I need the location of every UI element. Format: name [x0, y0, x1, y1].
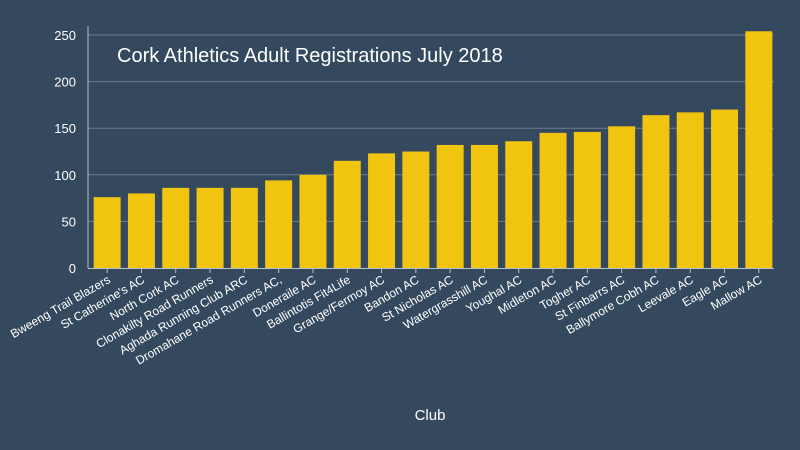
bar: [93, 197, 121, 268]
x-axis-title: Club: [415, 407, 446, 424]
bar: [505, 141, 533, 268]
bar: [127, 193, 155, 268]
bar: [402, 151, 430, 268]
y-tick-label: 250: [54, 28, 76, 43]
bar: [745, 31, 773, 268]
bars: [93, 31, 773, 268]
y-tick-label: 150: [54, 121, 76, 136]
bar: [265, 180, 293, 268]
bar: [162, 187, 190, 268]
bar: [573, 131, 601, 268]
bar: [299, 174, 327, 268]
axes: [87, 26, 774, 273]
bar: [711, 109, 739, 268]
bar: [470, 144, 498, 268]
bar: [642, 115, 670, 268]
bar: [368, 153, 396, 268]
bar: [436, 144, 464, 268]
bar: [230, 187, 258, 268]
bar: [539, 132, 567, 268]
bar: [333, 160, 361, 268]
y-tick-label: 200: [54, 75, 76, 90]
y-tick-label: 50: [62, 214, 76, 229]
y-tick-labels: 0 50 100 150 200 250: [54, 28, 76, 276]
y-tick-label: 100: [54, 168, 76, 183]
bar: [196, 187, 224, 268]
bar: [608, 126, 636, 268]
bar: [676, 112, 704, 268]
chart-title: Cork Athletics Adult Registrations July …: [117, 45, 503, 67]
y-tick-label: 0: [69, 261, 76, 276]
